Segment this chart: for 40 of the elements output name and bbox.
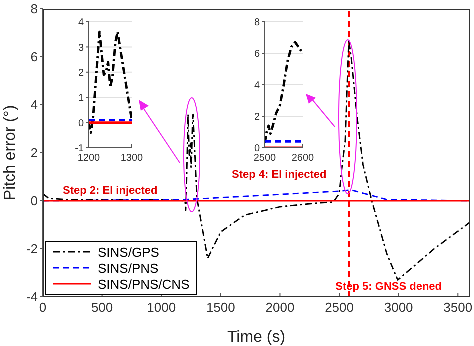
- y-tick-label: 1: [78, 93, 84, 104]
- x-tick-label: 2500: [325, 300, 354, 316]
- y-tick-label: 6: [30, 50, 38, 65]
- line-series: [265, 41, 303, 144]
- x-tick-label: 2000: [266, 300, 295, 316]
- y-tick-label: -4: [26, 290, 38, 305]
- annotation: Step 2: EI injected: [63, 185, 158, 197]
- x-tick-label: 500: [91, 300, 114, 316]
- ref-line-label: Step 5: GNSS dened: [336, 281, 442, 293]
- x-tick-label: 1300: [120, 153, 144, 164]
- legend-label: SINS/PNS: [98, 260, 159, 276]
- y-tick-label: 0: [78, 118, 84, 130]
- y-tick-label: 8: [30, 2, 38, 17]
- y-tick-label: 2: [30, 146, 38, 161]
- y-tick-label: 4: [254, 80, 260, 92]
- y-tick-label: 0: [254, 144, 260, 155]
- x-tick-label: 2500: [254, 153, 277, 164]
- legend-label: SINS/PNS/CNS: [98, 276, 190, 292]
- x-tick-label: 3500: [444, 300, 473, 316]
- line-series: [89, 30, 132, 134]
- y-tick-label: -1: [75, 144, 84, 155]
- y-tick-label: 2: [78, 68, 84, 79]
- y-tick-label: 6: [254, 49, 260, 60]
- y-tick-label: 4: [30, 98, 38, 113]
- x-tick-label: 1500: [206, 300, 236, 316]
- annotation: Step 4: EI injected: [232, 169, 327, 181]
- y-tick-label: 3: [78, 42, 84, 54]
- y-axis-title: Pitch error (°): [2, 105, 20, 201]
- x-tick-label: 1000: [147, 300, 176, 316]
- y-tick-label: 2: [254, 112, 260, 124]
- x-tick-label: 1200: [78, 153, 101, 164]
- legend-label: SINS/GPS: [98, 244, 160, 260]
- y-tick-label: 0: [30, 194, 38, 209]
- x-tick-label: 2600: [292, 153, 315, 164]
- line-series: [43, 40, 470, 281]
- x-tick-label: 3000: [384, 300, 414, 316]
- y-tick-label: 8: [254, 18, 260, 29]
- y-tick-label: 4: [78, 18, 84, 29]
- y-tick-label: -2: [26, 242, 38, 257]
- x-axis-title: Time (s): [227, 329, 286, 346]
